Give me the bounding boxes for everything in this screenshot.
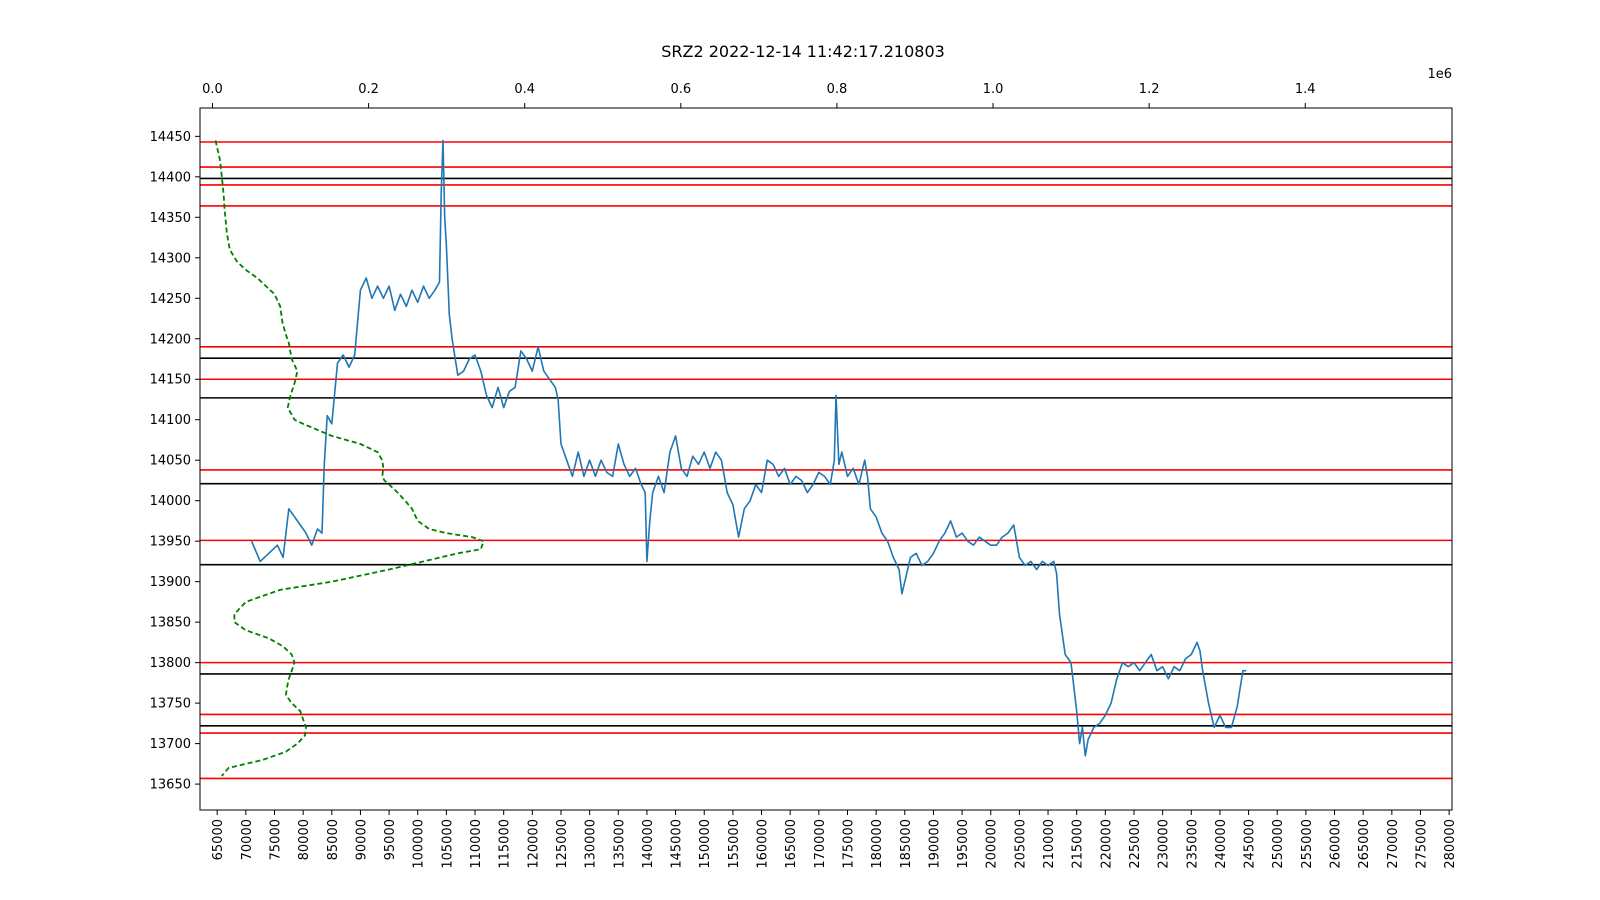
y-tick-label: 14000: [150, 494, 191, 509]
x-tick-label: 185000: [899, 819, 914, 869]
x-tick-label: 125000: [555, 819, 570, 869]
volume-profile-line: [214, 140, 485, 777]
x-tick-label: 180000: [870, 819, 885, 869]
x-tick-label: 265000: [1357, 819, 1372, 869]
x-tick-label: 150000: [698, 819, 713, 869]
x-tick-label: 270000: [1386, 819, 1401, 869]
plot-frame: [199, 107, 1453, 811]
x-tick-label: 220000: [1099, 819, 1114, 869]
y-tick-label: 14100: [150, 413, 191, 428]
x-tick-label: 155000: [727, 819, 742, 869]
x-axis-top: 0.0 0.2 0.4 0.6 0.8 1.0 1.2 1.4 1e6: [202, 67, 1452, 108]
x-tick-label: 145000: [670, 819, 685, 869]
top-x-tick-label: 1.4: [1295, 82, 1316, 97]
y-tick-label: 14050: [150, 454, 191, 469]
y-tick-label: 13650: [150, 778, 191, 793]
x-tick-label: 240000: [1214, 819, 1229, 869]
x-tick-label: 140000: [641, 819, 656, 869]
x-tick-label: 170000: [813, 819, 828, 869]
y-axis-left: 13650 13700 13750 13800 13850 13900 13950 14000…: [150, 130, 200, 793]
y-tick-label: 13950: [150, 535, 191, 550]
x-tick-label: 280000: [1443, 819, 1458, 869]
x-tick-label: 95000: [383, 819, 398, 860]
top-axis-multiplier: 1e6: [1427, 67, 1452, 82]
x-tick-label: 70000: [240, 819, 255, 860]
x-tick-label: 65000: [211, 819, 226, 860]
top-x-tick-label: 1.0: [983, 82, 1004, 97]
x-tick-label: 130000: [584, 819, 599, 869]
y-tick-label: 13700: [150, 737, 191, 752]
y-tick-label: 13900: [150, 575, 191, 590]
x-tick-label: 90000: [354, 819, 369, 860]
x-tick-label: 190000: [927, 819, 942, 869]
x-tick-label: 100000: [412, 819, 427, 869]
x-axis-bottom: 65000 70000 75000 80000 85000 90000 95000 10000…: [211, 810, 1458, 869]
y-tick-label: 14450: [150, 130, 191, 145]
horizontal-level-lines: [200, 141, 1452, 780]
chart-title: SRZ2 2022-12-14 11:42:17.210803: [661, 42, 945, 61]
top-x-tick-label: 0.0: [202, 82, 223, 97]
x-tick-label: 105000: [440, 819, 455, 869]
x-tick-label: 75000: [268, 819, 283, 860]
series-layer: [214, 139, 1247, 777]
x-tick-label: 230000: [1157, 819, 1172, 869]
x-tick-label: 135000: [612, 819, 627, 869]
x-tick-label: 175000: [841, 819, 856, 869]
x-tick-label: 275000: [1414, 819, 1429, 869]
x-tick-label: 235000: [1185, 819, 1200, 869]
x-tick-label: 80000: [297, 819, 312, 860]
x-tick-label: 200000: [985, 819, 1000, 869]
y-tick-label: 14200: [150, 332, 191, 347]
y-tick-label: 14350: [150, 211, 191, 226]
top-x-tick-label: 0.4: [514, 82, 535, 97]
y-tick-label: 13800: [150, 656, 191, 671]
top-x-tick-label: 0.6: [670, 82, 691, 97]
x-tick-label: 210000: [1042, 819, 1057, 869]
x-tick-label: 225000: [1128, 819, 1143, 869]
price-line: [250, 139, 1247, 757]
x-tick-label: 160000: [756, 819, 771, 869]
x-tick-label: 250000: [1271, 819, 1286, 869]
x-tick-label: 260000: [1329, 819, 1344, 869]
y-tick-label: 13850: [150, 616, 191, 631]
x-tick-label: 110000: [469, 819, 484, 869]
top-x-tick-label: 1.2: [1139, 82, 1160, 97]
x-tick-label: 205000: [1013, 819, 1028, 869]
y-tick-label: 14400: [150, 170, 191, 185]
x-tick-label: 115000: [498, 819, 513, 869]
y-tick-label: 14250: [150, 292, 191, 307]
x-tick-label: 195000: [956, 819, 971, 869]
y-tick-label: 14300: [150, 251, 191, 266]
x-tick-label: 120000: [526, 819, 541, 869]
top-x-tick-label: 0.2: [358, 82, 379, 97]
x-tick-label: 215000: [1071, 819, 1086, 869]
y-tick-label: 13750: [150, 697, 191, 712]
y-tick-label: 14150: [150, 373, 191, 388]
x-tick-label: 165000: [784, 819, 799, 869]
top-x-tick-label: 0.8: [827, 82, 848, 97]
x-tick-label: 245000: [1243, 819, 1258, 869]
x-tick-label: 85000: [326, 819, 341, 860]
x-tick-label: 255000: [1300, 819, 1315, 869]
